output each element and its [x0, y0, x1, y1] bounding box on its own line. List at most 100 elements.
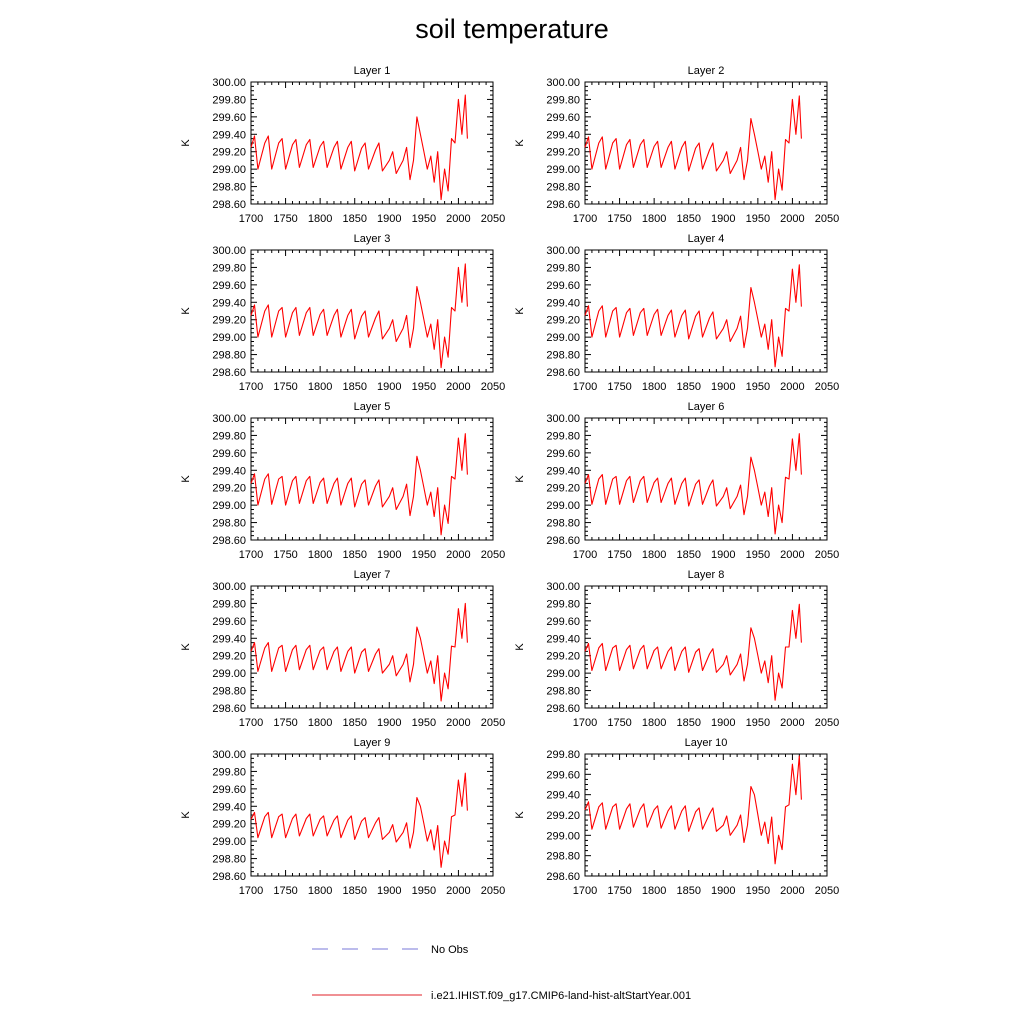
y-tick-label: 298.80 — [212, 350, 246, 362]
y-tick-label: 299.20 — [546, 483, 580, 495]
x-tick-label: 1900 — [377, 717, 401, 729]
x-tick-label: 2050 — [815, 717, 839, 729]
y-axis-label: K — [180, 475, 192, 483]
y-tick-label: 299.20 — [212, 819, 246, 831]
x-tick-label: 1900 — [711, 717, 735, 729]
y-tick-label: 298.60 — [546, 703, 580, 715]
y-axis-label: K — [514, 643, 526, 651]
y-tick-label: 298.60 — [212, 367, 246, 379]
x-tick-label: 1950 — [746, 549, 770, 561]
y-tick-label: 299.40 — [212, 129, 246, 141]
chart-panel-8: Layer 8 1700 1750 1800 1850 1900 1950 2000 2050 3… — [514, 569, 839, 729]
chart-panel-5: Layer 5 1700 1750 1800 1850 1900 1950 2000 2050 3… — [180, 401, 505, 561]
y-tick-label: 298.60 — [212, 871, 246, 883]
panel-title: Layer 3 — [354, 233, 391, 245]
y-tick-label: 299.20 — [546, 651, 580, 663]
x-tick-label: 1750 — [607, 381, 631, 393]
y-tick-label: 298.80 — [212, 686, 246, 698]
y-tick-label: 299.60 — [546, 616, 580, 628]
y-tick-label: 299.80 — [546, 749, 580, 761]
x-tick-label: 1750 — [273, 717, 297, 729]
y-tick-label: 298.80 — [546, 686, 580, 698]
x-tick-label: 1700 — [239, 381, 263, 393]
x-tick-label: 2050 — [815, 381, 839, 393]
y-tick-label: 299.80 — [212, 598, 246, 610]
y-tick-label: 300.00 — [546, 581, 580, 593]
y-tick-label: 299.20 — [212, 147, 246, 159]
plot-frame — [584, 753, 828, 877]
y-tick-label: 299.80 — [212, 94, 246, 106]
chart-panel-7: Layer 7 1700 1750 1800 1850 1900 1950 2000 2050 3… — [180, 569, 505, 729]
y-tick-label: 299.00 — [546, 668, 580, 680]
y-tick-label: 299.40 — [212, 633, 246, 645]
y-tick-label: 299.00 — [212, 500, 246, 512]
y-tick-label: 300.00 — [546, 77, 580, 89]
series-line — [584, 264, 802, 368]
figure-title: soil temperature — [415, 14, 609, 44]
x-tick-label: 2000 — [446, 885, 470, 897]
y-axis-label: K — [514, 811, 526, 819]
x-tick-label: 1800 — [642, 213, 666, 225]
x-tick-label: 1950 — [746, 885, 770, 897]
y-tick-label: 299.60 — [546, 448, 580, 460]
series-line — [250, 433, 468, 536]
y-tick-label: 299.60 — [212, 784, 246, 796]
x-tick-label: 1950 — [412, 213, 436, 225]
x-tick-label: 2050 — [815, 885, 839, 897]
y-tick-label: 299.20 — [546, 810, 580, 822]
y-tick-label: 299.60 — [546, 112, 580, 124]
y-tick-label: 299.00 — [546, 164, 580, 176]
y-tick-label: 298.80 — [212, 518, 246, 530]
panel-title: Layer 7 — [354, 569, 391, 581]
y-tick-label: 300.00 — [212, 413, 246, 425]
y-tick-label: 299.80 — [212, 262, 246, 274]
y-tick-label: 299.60 — [546, 769, 580, 781]
y-tick-label: 300.00 — [212, 749, 246, 761]
y-tick-label: 299.80 — [546, 430, 580, 442]
x-tick-label: 1800 — [642, 885, 666, 897]
panel-title: Layer 10 — [685, 737, 728, 749]
x-tick-label: 1700 — [573, 885, 597, 897]
x-tick-label: 1900 — [377, 213, 401, 225]
x-tick-label: 1700 — [239, 549, 263, 561]
plot-frame — [584, 249, 828, 373]
y-tick-label: 299.60 — [212, 112, 246, 124]
x-tick-label: 1800 — [308, 885, 332, 897]
y-tick-label: 299.40 — [546, 465, 580, 477]
y-tick-label: 298.80 — [546, 518, 580, 530]
y-tick-label: 299.00 — [546, 332, 580, 344]
x-tick-label: 1750 — [273, 213, 297, 225]
y-tick-label: 298.60 — [546, 367, 580, 379]
y-tick-label: 299.60 — [212, 616, 246, 628]
chart-panel-6: Layer 6 1700 1750 1800 1850 1900 1950 2000 2050 3… — [514, 401, 839, 561]
x-tick-label: 2050 — [815, 213, 839, 225]
x-tick-label: 1900 — [711, 381, 735, 393]
y-axis-label: K — [180, 643, 192, 651]
y-tick-label: 299.60 — [212, 280, 246, 292]
x-tick-label: 1750 — [273, 885, 297, 897]
y-tick-label: 298.60 — [546, 535, 580, 547]
x-tick-label: 1950 — [412, 381, 436, 393]
y-tick-label: 300.00 — [546, 413, 580, 425]
x-tick-label: 1750 — [273, 381, 297, 393]
panel-title: Layer 4 — [688, 233, 725, 245]
panel-title: Layer 5 — [354, 401, 391, 413]
x-tick-label: 2000 — [780, 213, 804, 225]
plot-frame — [250, 585, 494, 709]
y-axis-label: K — [514, 475, 526, 483]
y-tick-label: 300.00 — [212, 581, 246, 593]
plot-frame — [250, 417, 494, 541]
x-tick-label: 1800 — [642, 549, 666, 561]
chart-panel-9: Layer 9 1700 1750 1800 1850 1900 1950 2000 2050 3… — [180, 737, 505, 897]
x-tick-label: 1700 — [239, 885, 263, 897]
x-tick-label: 1950 — [412, 717, 436, 729]
x-tick-label: 1700 — [573, 549, 597, 561]
y-tick-label: 299.20 — [546, 147, 580, 159]
y-tick-label: 298.60 — [212, 535, 246, 547]
y-tick-label: 299.20 — [212, 651, 246, 663]
y-tick-label: 299.80 — [546, 262, 580, 274]
y-tick-label: 299.20 — [212, 483, 246, 495]
x-tick-label: 1800 — [642, 381, 666, 393]
x-tick-label: 1850 — [342, 885, 366, 897]
